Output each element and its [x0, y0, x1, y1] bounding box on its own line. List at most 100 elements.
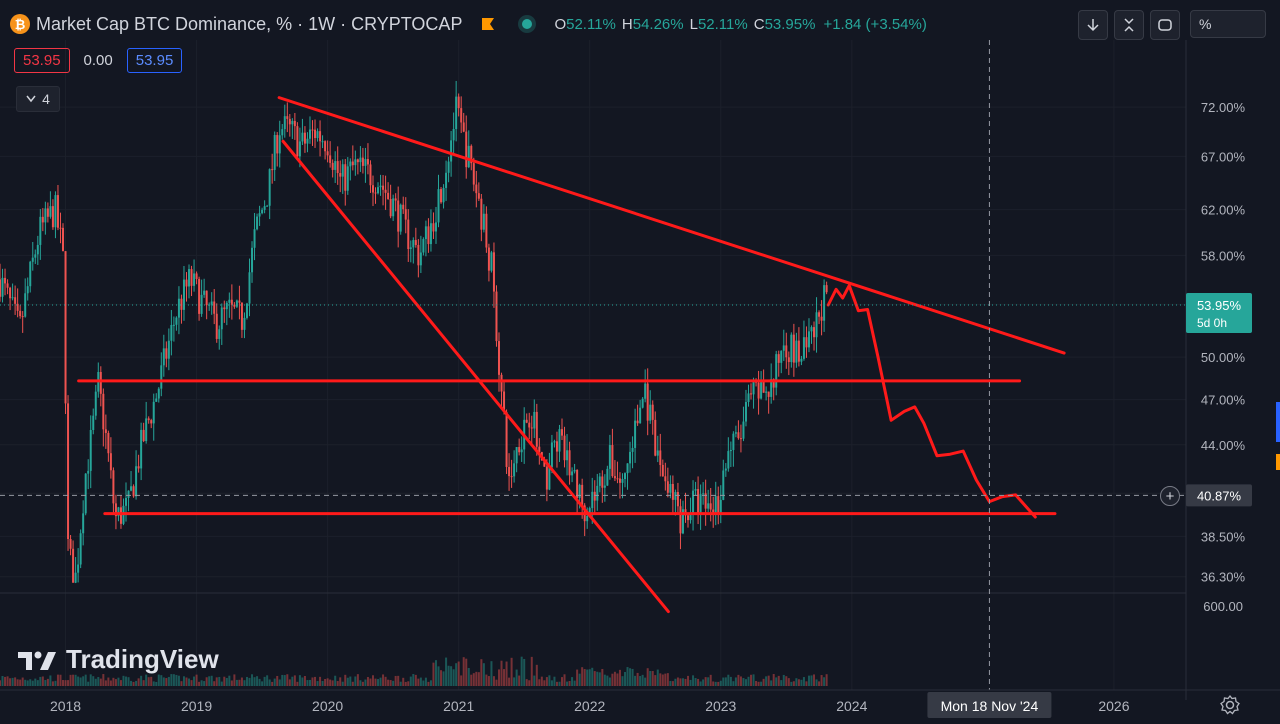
candle-body	[571, 471, 574, 476]
low-value: 52.11%	[697, 15, 748, 33]
candle-body	[553, 441, 556, 443]
volume-bar	[258, 678, 261, 686]
last-price-label: 53.95%	[1197, 298, 1242, 313]
candle-body	[394, 198, 397, 201]
candle-body	[72, 548, 75, 583]
candle-body	[344, 164, 347, 191]
volume-bar	[82, 676, 85, 686]
candle-body	[336, 161, 339, 174]
candle-body	[92, 415, 95, 430]
chart-header: ₿ Market Cap BTC Dominance, % · 1W · CRY…	[10, 10, 927, 38]
volume-bar	[64, 680, 67, 686]
candle-body	[203, 290, 206, 295]
right-edge-marker-blue	[1276, 402, 1280, 442]
trend-drawings[interactable]	[77, 96, 1066, 614]
candle-body	[513, 463, 516, 477]
candle-body	[611, 445, 614, 477]
candle-body	[104, 429, 107, 433]
volume-bar	[608, 677, 611, 686]
tradingview-logo: TradingView	[18, 644, 219, 675]
candle-body	[525, 419, 528, 423]
collapse-indicators-button[interactable]: 4	[16, 86, 60, 112]
candle-body	[762, 379, 765, 393]
volume-bar	[253, 677, 256, 686]
volume-bar	[729, 676, 732, 686]
candle-body	[664, 476, 667, 482]
candle-body	[51, 206, 54, 228]
volume-bar	[122, 675, 125, 686]
candle-body	[505, 411, 508, 467]
volume-bar	[99, 678, 102, 686]
volume-bar	[165, 678, 168, 686]
maximize-button[interactable]	[1150, 10, 1180, 40]
candle-body	[205, 290, 208, 306]
volume-bar	[152, 681, 155, 686]
candle-body	[213, 301, 216, 314]
candle-body	[734, 432, 737, 434]
settings-gear-icon[interactable]	[1219, 694, 1241, 716]
volume-bar	[308, 679, 311, 686]
volume-bar	[288, 679, 291, 686]
candle-body	[593, 491, 596, 501]
candle-body	[195, 273, 198, 279]
candle-body	[331, 162, 334, 170]
candle-body	[712, 509, 715, 514]
market-status-icon[interactable]	[522, 19, 533, 29]
candle-body	[109, 453, 112, 471]
right-edge-marker-orange	[1276, 454, 1280, 470]
candle-body	[666, 481, 669, 493]
candle-body	[377, 187, 380, 194]
price-tick-label: 58.00%	[1201, 248, 1246, 263]
candle-body	[699, 494, 702, 513]
volume-bar	[434, 660, 437, 686]
volume-bar	[732, 681, 735, 686]
volume-bar	[170, 674, 173, 686]
candle-body	[84, 473, 87, 514]
volume-axis-label: 600.00	[1203, 599, 1243, 614]
candle-body	[807, 331, 810, 348]
volume-bar	[692, 675, 695, 686]
volume-bar	[175, 674, 178, 686]
volume-bar	[321, 680, 324, 686]
volume-bar	[162, 677, 165, 686]
volume-bar	[540, 676, 543, 686]
candle-body	[19, 310, 22, 317]
candle-body	[434, 222, 437, 232]
add-alert-plus-icon[interactable]: +	[1160, 486, 1180, 506]
chart-title[interactable]: Market Cap BTC Dominance, % · 1W · CRYPT…	[36, 13, 463, 34]
volume-bar	[296, 681, 299, 686]
candle-body	[311, 129, 314, 131]
volume-bar	[218, 676, 221, 686]
volume-bar	[273, 678, 276, 686]
chevron-down-icon	[26, 95, 36, 103]
flag-icon[interactable]	[480, 16, 496, 32]
scale-mode-select[interactable]: %	[1190, 10, 1266, 38]
candle-body	[288, 118, 291, 125]
volume-bar	[477, 672, 480, 686]
download-button[interactable]	[1078, 10, 1108, 40]
volume-bar	[361, 681, 364, 686]
volume-bar	[480, 659, 483, 686]
candle-body	[656, 450, 659, 456]
volume-bar	[326, 678, 329, 686]
candle-body	[361, 157, 364, 166]
value-box-right[interactable]: 53.95	[126, 48, 183, 73]
volume-bar	[538, 679, 541, 686]
volume-bar	[676, 677, 679, 686]
candle-body	[497, 341, 500, 375]
candle-body	[359, 157, 362, 163]
projected-path	[826, 284, 1037, 519]
value-box-left[interactable]: 53.95	[14, 48, 70, 73]
collapse-pane-button[interactable]	[1114, 10, 1144, 40]
candle-body	[636, 420, 639, 424]
candle-body	[175, 317, 178, 325]
candle-body	[291, 120, 294, 125]
candle-body	[651, 404, 654, 420]
candle-body	[165, 348, 168, 359]
candle-body	[147, 418, 150, 421]
candle-body	[561, 429, 564, 436]
volume-bar	[752, 674, 755, 686]
candle-body	[235, 300, 238, 307]
volume-bar	[1, 675, 4, 686]
